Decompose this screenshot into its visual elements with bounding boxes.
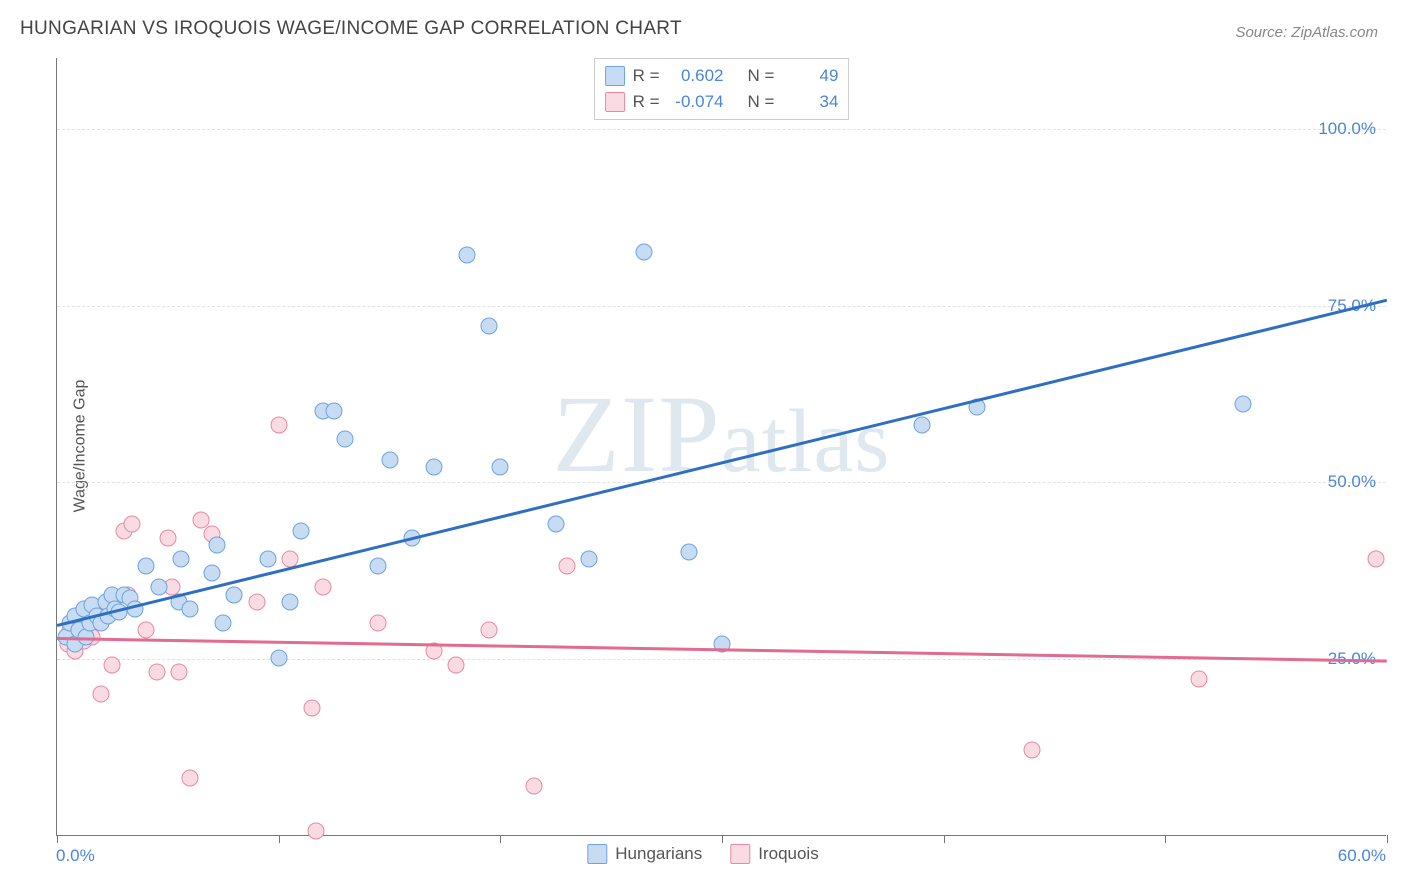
- data-point: [259, 551, 276, 568]
- data-point: [547, 515, 564, 532]
- legend-swatch: [605, 92, 625, 112]
- legend-row: R = 0.602 N = 49: [605, 63, 839, 89]
- data-point: [481, 621, 498, 638]
- data-point: [381, 452, 398, 469]
- x-tick-label: 60.0%: [1338, 846, 1386, 866]
- source-label: Source: ZipAtlas.com: [1235, 24, 1378, 41]
- x-tick-label: 0.0%: [56, 846, 95, 866]
- data-point: [137, 558, 154, 575]
- data-point: [170, 664, 187, 681]
- x-tick: [722, 835, 723, 843]
- data-point: [159, 529, 176, 546]
- data-point: [326, 402, 343, 419]
- data-point: [281, 593, 298, 610]
- data-point: [270, 650, 287, 667]
- data-point: [137, 621, 154, 638]
- y-tick-label: 100.0%: [1318, 119, 1376, 139]
- gridline: [57, 482, 1386, 483]
- data-point: [208, 537, 225, 554]
- data-point: [1190, 671, 1207, 688]
- data-point: [303, 699, 320, 716]
- data-point: [558, 558, 575, 575]
- data-point: [481, 317, 498, 334]
- chart-plot-area: ZIPatlas R =0.602N =49R =-0.074N =34 25.…: [56, 58, 1386, 836]
- data-point: [182, 770, 199, 787]
- y-tick-label: 50.0%: [1328, 472, 1376, 492]
- data-point: [148, 664, 165, 681]
- data-point: [370, 614, 387, 631]
- data-point: [492, 459, 509, 476]
- r-label: R =: [633, 66, 660, 86]
- n-value: 34: [782, 92, 838, 112]
- data-point: [182, 600, 199, 617]
- r-value: 0.602: [668, 66, 724, 86]
- data-point: [525, 777, 542, 794]
- x-tick: [500, 835, 501, 843]
- legend-row: R = -0.074 N = 34: [605, 89, 839, 115]
- n-label: N =: [748, 66, 775, 86]
- legend-swatch: [730, 844, 750, 864]
- data-point: [270, 416, 287, 433]
- data-point: [204, 565, 221, 582]
- data-point: [370, 558, 387, 575]
- data-point: [292, 522, 309, 539]
- correlation-legend: R = 0.602 N = 49 R = -0.074 N = 34: [594, 58, 850, 120]
- data-point: [215, 614, 232, 631]
- legend-swatch: [605, 66, 625, 86]
- data-point: [248, 593, 265, 610]
- data-point: [680, 544, 697, 561]
- data-point: [459, 247, 476, 264]
- data-point: [226, 586, 243, 603]
- data-point: [1367, 551, 1384, 568]
- x-tick: [279, 835, 280, 843]
- series-legend-item: Iroquois: [730, 844, 818, 864]
- data-point: [448, 657, 465, 674]
- r-label: R =: [633, 92, 660, 112]
- data-point: [425, 459, 442, 476]
- data-point: [308, 823, 325, 840]
- x-tick: [944, 835, 945, 843]
- x-tick: [57, 835, 58, 843]
- data-point: [93, 685, 110, 702]
- series-legend-item: Hungarians: [587, 844, 702, 864]
- trend-line: [57, 299, 1388, 627]
- x-tick: [1387, 835, 1388, 843]
- data-point: [337, 430, 354, 447]
- n-label: N =: [748, 92, 775, 112]
- chart-title: HUNGARIAN VS IROQUOIS WAGE/INCOME GAP CO…: [20, 18, 682, 40]
- data-point: [636, 243, 653, 260]
- data-point: [104, 657, 121, 674]
- data-point: [150, 579, 167, 596]
- gridline: [57, 306, 1386, 307]
- x-tick: [1165, 835, 1166, 843]
- series-name: Iroquois: [758, 844, 818, 864]
- data-point: [124, 515, 141, 532]
- data-point: [315, 579, 332, 596]
- legend-swatch: [587, 844, 607, 864]
- series-name: Hungarians: [615, 844, 702, 864]
- gridline: [57, 129, 1386, 130]
- n-value: 49: [782, 66, 838, 86]
- series-legend: Hungarians Iroquois: [587, 844, 818, 864]
- data-point: [913, 416, 930, 433]
- r-value: -0.074: [668, 92, 724, 112]
- data-point: [581, 551, 598, 568]
- data-point: [1024, 742, 1041, 759]
- data-point: [173, 551, 190, 568]
- data-point: [1234, 395, 1251, 412]
- gridline: [57, 659, 1386, 660]
